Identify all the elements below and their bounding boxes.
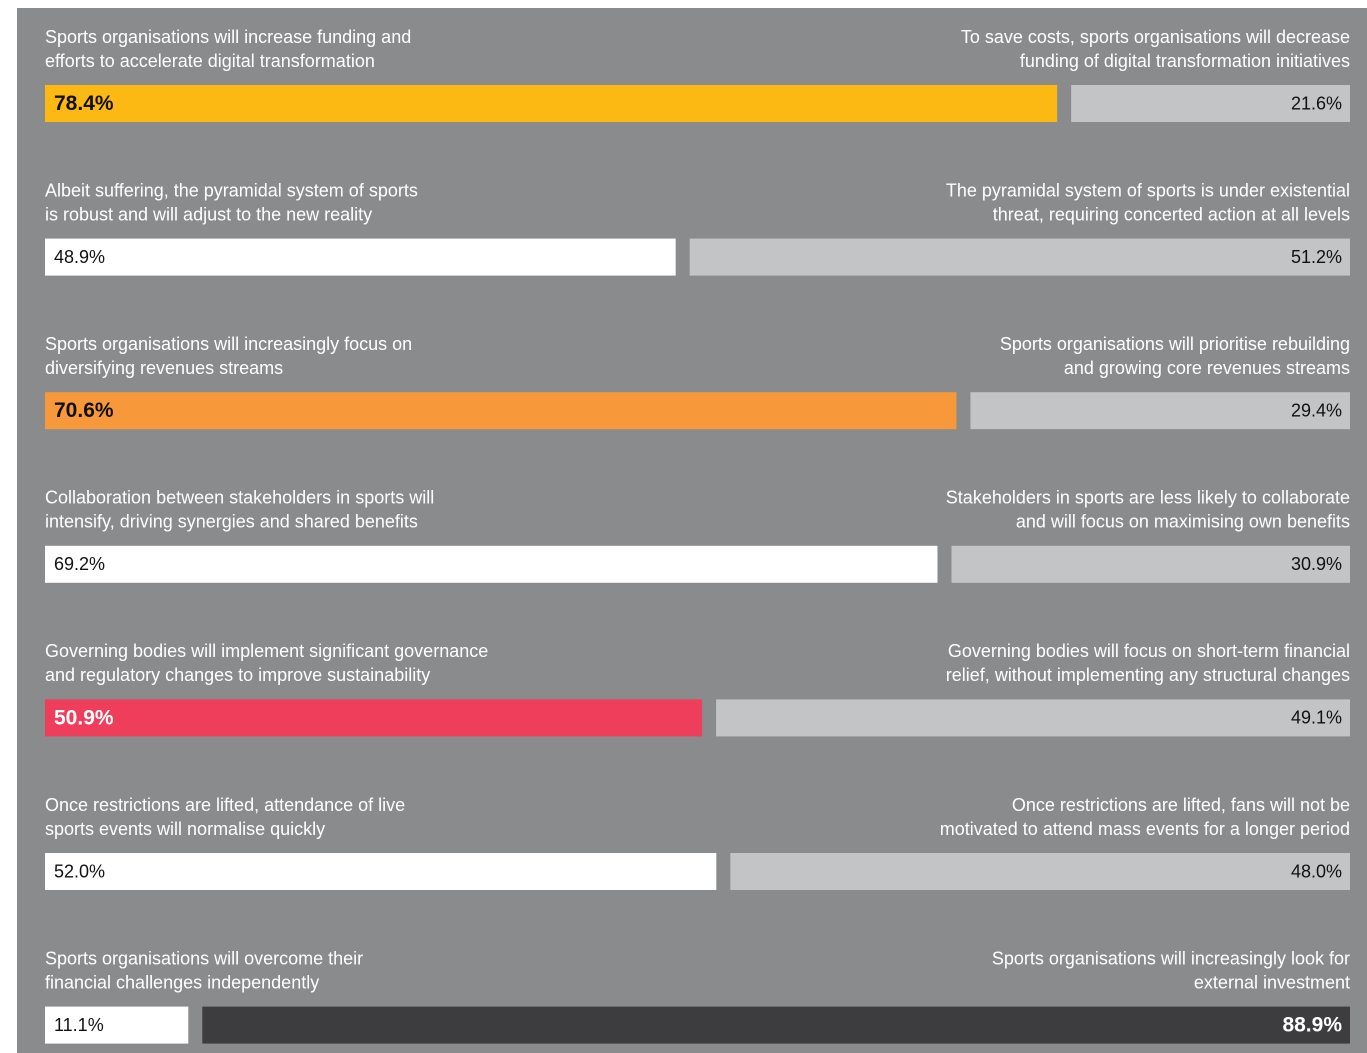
right-bar	[970, 392, 1350, 430]
left-value-label: 70.6%	[54, 399, 114, 422]
right-label: and growing core revenues streams	[1064, 358, 1350, 378]
left-label: Governing bodies will implement signific…	[45, 641, 488, 661]
right-bar	[951, 545, 1350, 583]
right-value-label: 88.9%	[1282, 1014, 1342, 1037]
left-bar	[45, 1006, 189, 1044]
right-bar	[689, 238, 1350, 276]
left-bar	[45, 545, 938, 583]
right-value-label: 48.0%	[1291, 861, 1342, 881]
left-label: financial challenges independently	[45, 972, 319, 992]
right-label: relief, without implementing any structu…	[946, 665, 1350, 685]
left-value-label: 48.9%	[54, 247, 105, 267]
right-label: To save costs, sports organisations will…	[961, 27, 1350, 47]
left-value-label: 78.4%	[54, 92, 114, 115]
right-bar	[202, 1006, 1350, 1044]
right-value-label: 49.1%	[1291, 708, 1342, 728]
left-label: Albeit suffering, the pyramidal system o…	[45, 180, 418, 200]
right-label: threat, requiring concerted action at al…	[993, 204, 1350, 224]
left-value-label: 52.0%	[54, 861, 105, 881]
left-label: and regulatory changes to improve sustai…	[45, 665, 430, 685]
right-label: Sports organisations will prioritise reb…	[1000, 334, 1350, 354]
right-label: funding of digital transformation initia…	[1020, 51, 1350, 71]
left-label: Collaboration between stakeholders in sp…	[45, 488, 434, 508]
left-bar	[45, 853, 717, 890]
right-label: and will focus on maximising own benefit…	[1016, 512, 1350, 532]
left-label: Once restrictions are lifted, attendance…	[45, 795, 405, 815]
left-label: diversifying revenues streams	[45, 358, 283, 378]
left-value-label: 11.1%	[54, 1015, 104, 1035]
left-label: Sports organisations will overcome their	[45, 948, 363, 968]
left-bar	[45, 85, 1058, 122]
left-label: Sports organisations will increasingly f…	[45, 334, 412, 354]
right-label: The pyramidal system of sports is under …	[946, 180, 1350, 200]
right-value-label: 30.9%	[1291, 554, 1342, 574]
right-value-label: 21.6%	[1291, 93, 1342, 113]
right-bar	[730, 853, 1350, 890]
right-label: Once restrictions are lifted, fans will …	[1012, 795, 1350, 815]
right-label: motivated to attend mass events for a lo…	[940, 819, 1350, 839]
left-label: Sports organisations will increase fundi…	[45, 27, 411, 47]
left-bar	[45, 392, 957, 430]
left-label: sports events will normalise quickly	[45, 819, 325, 839]
left-bar	[45, 699, 703, 737]
left-value-label: 50.9%	[54, 706, 114, 729]
left-label: is robust and will adjust to the new rea…	[45, 204, 372, 224]
right-label: Governing bodies will focus on short-ter…	[948, 641, 1350, 661]
right-label: external investment	[1194, 972, 1350, 992]
right-label: Stakeholders in sports are less likely t…	[946, 488, 1350, 508]
right-value-label: 29.4%	[1291, 400, 1342, 420]
right-bar	[1071, 85, 1350, 122]
left-value-label: 69.2%	[54, 554, 105, 574]
right-label: Sports organisations will increasingly l…	[992, 948, 1350, 968]
left-label: intensify, driving synergies and shared …	[45, 512, 418, 532]
right-value-label: 51.2%	[1291, 247, 1342, 267]
left-label: efforts to accelerate digital transforma…	[45, 51, 375, 71]
right-bar	[716, 699, 1350, 737]
left-bar	[45, 238, 676, 276]
